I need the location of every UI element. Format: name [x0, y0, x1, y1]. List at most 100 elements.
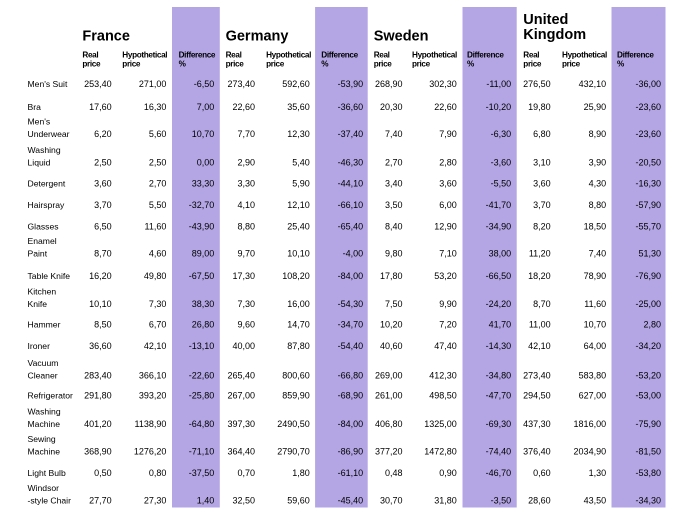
svg-text:40,00: 40,00 [232, 341, 255, 351]
svg-text:8,70: 8,70 [94, 249, 112, 259]
svg-text:price: price [412, 60, 431, 69]
svg-text:30,70: 30,70 [380, 496, 403, 506]
svg-text:-4,00: -4,00 [343, 249, 364, 259]
svg-text:3,40: 3,40 [385, 179, 403, 189]
svg-text:26,80: 26,80 [192, 320, 215, 330]
svg-text:268,90: 268,90 [375, 79, 403, 89]
svg-text:2,50: 2,50 [149, 157, 167, 167]
svg-text:38,30: 38,30 [192, 299, 215, 309]
svg-text:8,80: 8,80 [589, 200, 607, 210]
svg-text:price: price [374, 60, 393, 69]
svg-text:-24,20: -24,20 [486, 299, 512, 309]
svg-text:price: price [266, 60, 285, 69]
svg-text:-34,30: -34,30 [635, 496, 661, 506]
svg-text:6,70: 6,70 [149, 320, 167, 330]
svg-text:Hammer: Hammer [28, 320, 61, 330]
svg-text:8,90: 8,90 [589, 129, 607, 139]
svg-text:16,00: 16,00 [287, 299, 310, 309]
svg-text:-14,30: -14,30 [486, 341, 512, 351]
svg-text:10,20: 10,20 [380, 320, 403, 330]
svg-text:-54,40: -54,40 [338, 341, 364, 351]
svg-text:-45,40: -45,40 [338, 496, 364, 506]
svg-text:2790,70: 2790,70 [277, 447, 310, 457]
svg-text:-54,30: -54,30 [338, 299, 364, 309]
svg-text:-34,90: -34,90 [486, 221, 512, 231]
svg-text:25,90: 25,90 [584, 102, 607, 112]
svg-text:27,30: 27,30 [144, 496, 167, 506]
svg-text:2,70: 2,70 [385, 157, 403, 167]
svg-text:1325,00: 1325,00 [424, 419, 457, 429]
svg-text:43,50: 43,50 [584, 496, 607, 506]
svg-text:41,70: 41,70 [489, 320, 512, 330]
svg-text:Underwear: Underwear [28, 129, 70, 139]
svg-text:78,90: 78,90 [584, 271, 607, 281]
svg-text:2,50: 2,50 [94, 157, 112, 167]
svg-text:Liquid: Liquid [28, 157, 51, 167]
svg-text:20,30: 20,30 [380, 102, 403, 112]
svg-text:-66,50: -66,50 [486, 271, 512, 281]
svg-text:-53,80: -53,80 [635, 468, 661, 478]
svg-text:3,60: 3,60 [439, 179, 457, 189]
svg-text:-53,20: -53,20 [635, 370, 661, 380]
svg-text:-22,60: -22,60 [189, 370, 215, 380]
svg-text:-style Chair: -style Chair [28, 496, 72, 506]
svg-text:1472,80: 1472,80 [424, 447, 457, 457]
svg-text:France: France [82, 28, 130, 44]
svg-text:-76,90: -76,90 [635, 271, 661, 281]
svg-text:0,50: 0,50 [94, 468, 112, 478]
svg-text:Machine: Machine [28, 419, 61, 429]
svg-text:Cleaner: Cleaner [28, 370, 58, 380]
svg-text:16,20: 16,20 [89, 271, 112, 281]
svg-text:7,30: 7,30 [149, 299, 167, 309]
svg-text:12,90: 12,90 [434, 221, 457, 231]
svg-text:Light Bulb: Light Bulb [28, 468, 66, 478]
svg-text:376,40: 376,40 [523, 447, 551, 457]
svg-text:%: % [321, 60, 329, 69]
svg-text:6,50: 6,50 [94, 221, 112, 231]
svg-text:364,40: 364,40 [227, 447, 255, 457]
svg-text:-13,10: -13,10 [189, 341, 215, 351]
svg-text:283,40: 283,40 [84, 370, 112, 380]
svg-text:859,90: 859,90 [282, 391, 310, 401]
svg-text:47,40: 47,40 [434, 341, 457, 351]
svg-text:Hypothetical: Hypothetical [562, 50, 607, 59]
svg-text:Washing: Washing [28, 407, 61, 417]
svg-text:United: United [523, 12, 568, 28]
svg-text:3,70: 3,70 [533, 200, 551, 210]
svg-text:-20,50: -20,50 [635, 157, 661, 167]
svg-text:10,70: 10,70 [584, 320, 607, 330]
svg-text:9,90: 9,90 [439, 299, 457, 309]
svg-text:-44,10: -44,10 [338, 179, 364, 189]
svg-text:412,30: 412,30 [429, 370, 457, 380]
svg-text:8,80: 8,80 [237, 221, 255, 231]
svg-text:11,60: 11,60 [145, 221, 167, 231]
svg-text:2,90: 2,90 [237, 157, 255, 167]
svg-text:price: price [523, 60, 542, 69]
svg-text:Vacuum: Vacuum [28, 358, 59, 368]
svg-text:-34,70: -34,70 [338, 320, 364, 330]
svg-text:5,90: 5,90 [292, 179, 310, 189]
svg-text:-6,50: -6,50 [194, 79, 215, 89]
svg-text:Bra: Bra [28, 102, 42, 112]
svg-text:6,00: 6,00 [439, 200, 457, 210]
svg-text:22,60: 22,60 [434, 102, 457, 112]
svg-text:-3,50: -3,50 [491, 496, 512, 506]
svg-text:-25,80: -25,80 [189, 391, 215, 401]
svg-text:11,60: 11,60 [584, 299, 606, 309]
svg-text:28,60: 28,60 [528, 496, 551, 506]
svg-text:5,60: 5,60 [149, 129, 167, 139]
svg-text:Hypothetical: Hypothetical [412, 50, 457, 59]
svg-text:-34,20: -34,20 [635, 341, 661, 351]
svg-text:59,60: 59,60 [287, 496, 310, 506]
svg-text:17,60: 17,60 [89, 102, 112, 112]
svg-text:-37,50: -37,50 [189, 468, 215, 478]
svg-text:7,10: 7,10 [439, 249, 457, 259]
svg-text:377,20: 377,20 [375, 447, 403, 457]
svg-text:583,80: 583,80 [579, 370, 607, 380]
svg-text:108,20: 108,20 [282, 271, 310, 281]
svg-text:-37,40: -37,40 [338, 129, 364, 139]
svg-text:Real: Real [226, 50, 242, 59]
svg-text:-46,30: -46,30 [338, 157, 364, 167]
svg-text:0,00: 0,00 [197, 157, 215, 167]
svg-text:%: % [179, 60, 187, 69]
